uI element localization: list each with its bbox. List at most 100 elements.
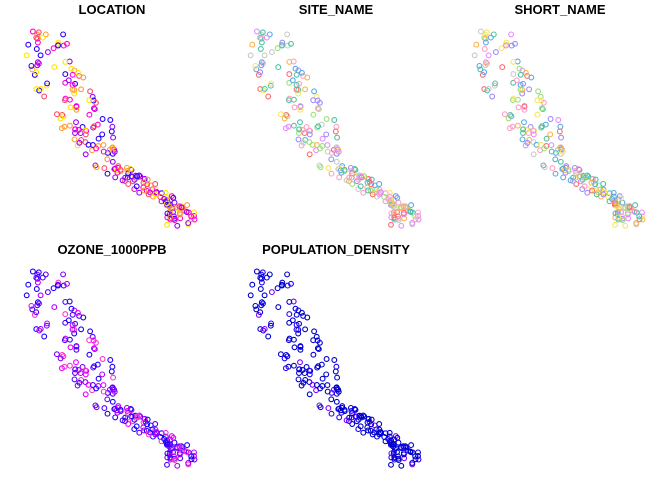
station-point bbox=[73, 106, 80, 113]
station-point bbox=[35, 269, 42, 276]
station-point bbox=[336, 414, 343, 421]
station-point bbox=[119, 177, 126, 184]
station-point bbox=[58, 125, 65, 132]
station-point bbox=[73, 346, 80, 353]
station-point bbox=[636, 216, 643, 223]
station-point bbox=[395, 457, 402, 464]
station-point bbox=[253, 268, 260, 275]
station-point bbox=[112, 174, 119, 181]
station-point bbox=[334, 374, 341, 381]
station-point bbox=[289, 317, 296, 324]
station-point bbox=[577, 178, 584, 185]
station-point bbox=[333, 158, 340, 165]
station-point bbox=[555, 117, 562, 123]
station-point bbox=[171, 217, 178, 224]
station-point bbox=[347, 404, 354, 411]
station-point bbox=[268, 49, 275, 56]
station-point bbox=[275, 64, 282, 71]
station-point bbox=[141, 416, 148, 423]
station-point bbox=[492, 49, 499, 56]
station-point bbox=[548, 142, 555, 149]
station-point bbox=[557, 158, 564, 165]
station-point bbox=[178, 204, 185, 211]
station-point bbox=[62, 298, 69, 305]
station-point bbox=[101, 405, 108, 412]
station-point bbox=[619, 213, 625, 220]
station-point bbox=[376, 191, 383, 198]
station-point bbox=[59, 111, 66, 118]
station-point bbox=[72, 126, 79, 133]
station-point bbox=[67, 104, 74, 111]
station-point bbox=[55, 42, 62, 49]
station-point bbox=[332, 368, 339, 375]
station-point bbox=[80, 74, 87, 81]
station-point bbox=[296, 126, 303, 133]
station-point bbox=[109, 123, 116, 130]
station-point bbox=[324, 382, 331, 389]
station-point bbox=[134, 173, 141, 180]
station-point bbox=[636, 213, 643, 220]
station-point bbox=[117, 166, 124, 173]
station-point bbox=[358, 413, 365, 420]
station-point bbox=[89, 333, 96, 340]
station-point bbox=[258, 299, 265, 306]
station-point bbox=[89, 142, 96, 148]
station-point bbox=[523, 127, 530, 133]
station-point bbox=[510, 71, 517, 78]
station-point bbox=[188, 453, 195, 460]
station-point bbox=[258, 279, 265, 286]
station-point bbox=[317, 385, 324, 392]
station-point bbox=[498, 45, 505, 52]
station-point bbox=[612, 200, 618, 207]
panel-title-location: LOCATION bbox=[79, 2, 146, 17]
station-point bbox=[247, 52, 254, 59]
station-point bbox=[489, 93, 496, 100]
station-point bbox=[491, 82, 498, 89]
station-point bbox=[183, 449, 190, 455]
station-point bbox=[92, 339, 99, 346]
station-point bbox=[170, 194, 177, 201]
station-point bbox=[412, 453, 419, 460]
station-point bbox=[185, 220, 192, 226]
station-point bbox=[292, 65, 299, 72]
station-point bbox=[483, 29, 490, 36]
station-point bbox=[117, 406, 124, 413]
station-point bbox=[170, 434, 177, 441]
station-point bbox=[582, 173, 589, 180]
station-point bbox=[506, 125, 513, 132]
station-point bbox=[512, 40, 518, 47]
station-point bbox=[299, 367, 306, 373]
station-point bbox=[317, 164, 324, 171]
station-point bbox=[290, 362, 297, 369]
station-point bbox=[316, 99, 323, 106]
station-point bbox=[257, 309, 264, 316]
station-point bbox=[261, 292, 268, 299]
station-point bbox=[310, 337, 317, 344]
station-point bbox=[65, 77, 72, 84]
station-point bbox=[534, 97, 541, 104]
station-point bbox=[33, 286, 40, 292]
station-point bbox=[82, 131, 89, 138]
station-point bbox=[174, 222, 181, 229]
station-point bbox=[524, 139, 531, 146]
station-point bbox=[547, 131, 554, 138]
station-point bbox=[191, 456, 198, 463]
station-point bbox=[394, 434, 401, 441]
station-point bbox=[125, 181, 132, 187]
station-point bbox=[279, 39, 286, 46]
station-point bbox=[328, 396, 335, 403]
station-point bbox=[292, 305, 299, 312]
station-point bbox=[44, 320, 51, 327]
station-point bbox=[293, 326, 300, 333]
station-point bbox=[306, 139, 313, 146]
station-point bbox=[540, 99, 547, 106]
station-point bbox=[86, 351, 93, 358]
station-point bbox=[395, 217, 402, 224]
station-point bbox=[86, 111, 93, 118]
station-point bbox=[385, 436, 392, 442]
station-point bbox=[395, 453, 401, 460]
station-point bbox=[119, 417, 126, 424]
station-point bbox=[368, 181, 375, 188]
station-point bbox=[600, 191, 607, 198]
station-point bbox=[538, 105, 545, 112]
